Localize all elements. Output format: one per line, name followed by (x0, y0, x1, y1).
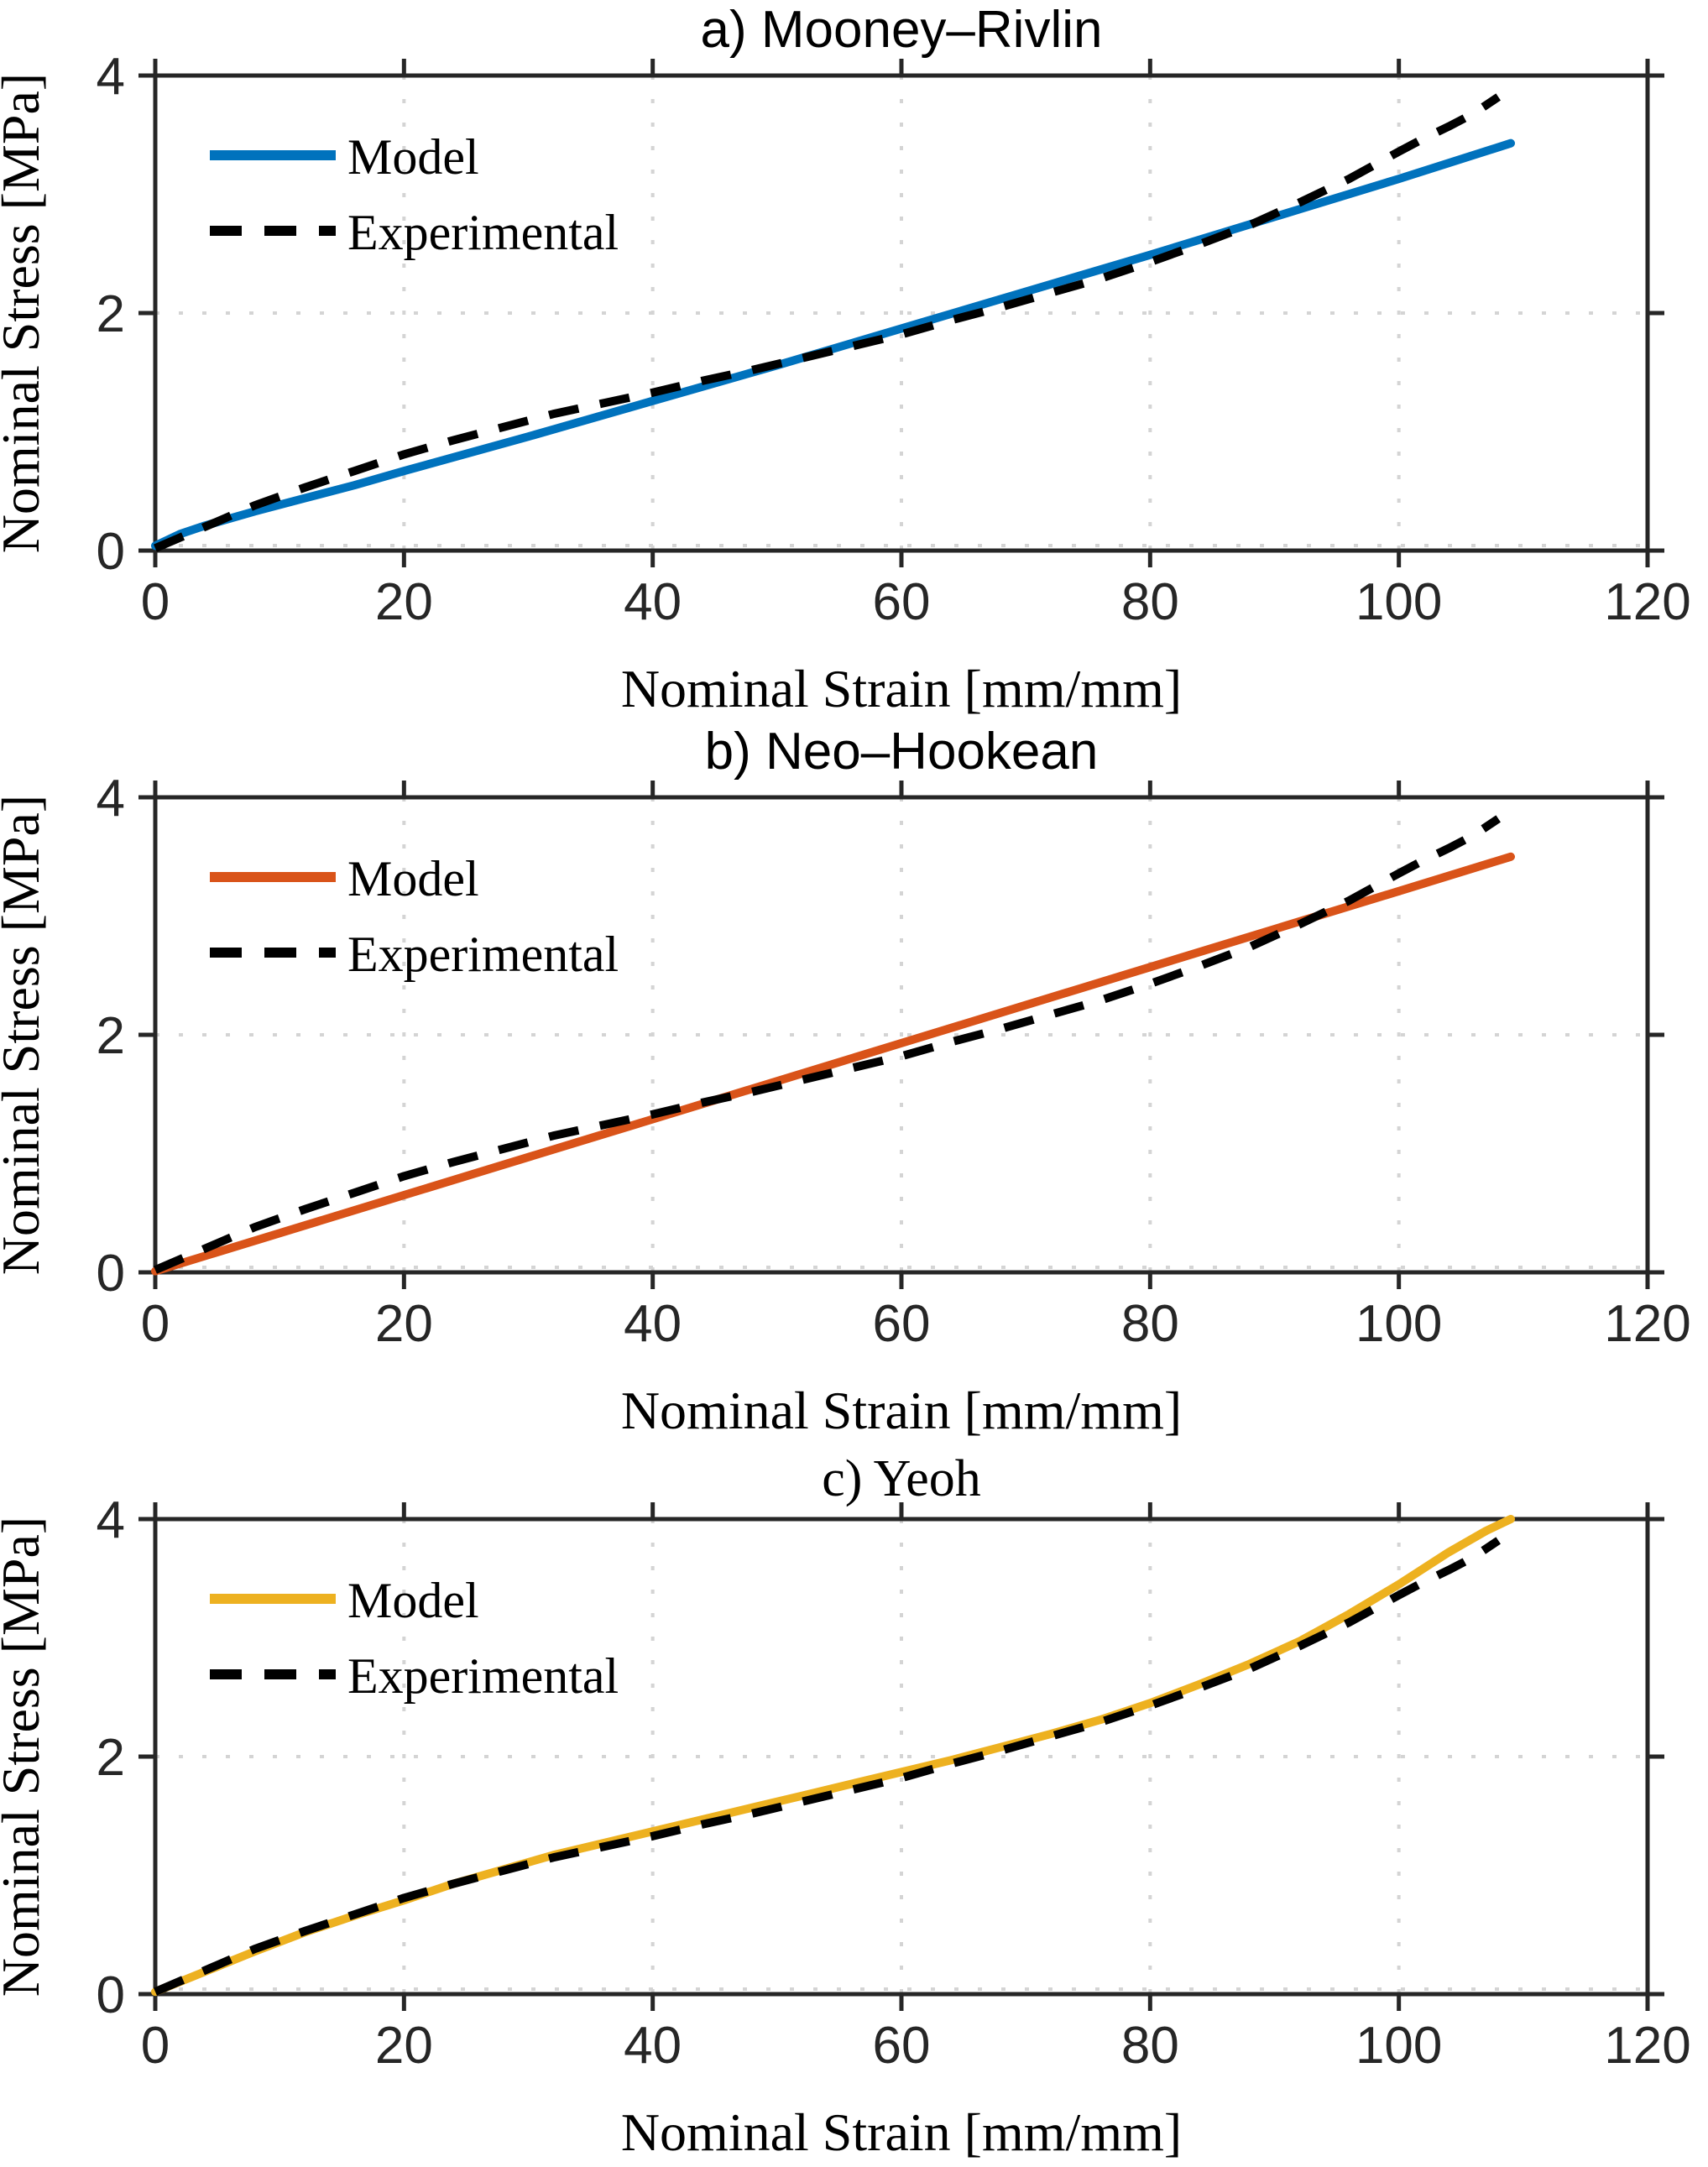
y-tick-label: 0 (97, 523, 125, 581)
model-line (151, 852, 1515, 1276)
x-axis-label: Nominal Strain [mm/mm] (621, 659, 1182, 718)
y-tick-labels: 0 2 4 (97, 1491, 125, 2024)
y-tick-label: 4 (97, 770, 125, 828)
model-line (151, 1515, 1515, 1997)
legend-model-label: Model (347, 129, 479, 185)
y-tick-label: 2 (97, 285, 125, 343)
axis-ticks (138, 781, 1664, 1289)
axis-ticks (138, 1502, 1664, 2011)
y-tick-label: 0 (97, 1966, 125, 2024)
x-tick-label: 60 (873, 573, 931, 631)
panel-title: b) Neo–Hookean (705, 723, 1099, 781)
panel-title: a) Mooney–Rivlin (701, 1, 1103, 59)
legend: Model Experimental (210, 851, 619, 982)
x-axis-label: Nominal Strain [mm/mm] (621, 2102, 1182, 2162)
x-axis-label: Nominal Strain [mm/mm] (621, 1381, 1182, 1440)
x-tick-label: 60 (873, 2017, 931, 2075)
legend-model-label: Model (347, 1573, 479, 1628)
x-tick-label: 80 (1121, 573, 1179, 631)
legend: Model Experimental (210, 1573, 619, 1704)
y-tick-label: 2 (97, 1007, 125, 1065)
x-tick-label: 120 (1604, 2017, 1690, 2075)
x-tick-label: 40 (624, 1295, 682, 1353)
experimental-line (154, 93, 1501, 552)
x-tick-labels: 0 20 40 60 80 100 120 (141, 1295, 1691, 1353)
x-tick-label: 60 (873, 1295, 931, 1353)
x-tick-label: 40 (624, 2017, 682, 2075)
x-tick-label: 0 (141, 1295, 170, 1353)
y-tick-labels: 0 2 4 (97, 48, 125, 581)
model-line (151, 138, 1515, 551)
y-axis-label: Nominal Stress [MPa] (0, 795, 50, 1275)
x-tick-label: 80 (1121, 2017, 1179, 2075)
legend-experimental-label: Experimental (347, 927, 619, 982)
x-tick-label: 20 (375, 573, 433, 631)
legend: Model Experimental (210, 129, 619, 260)
y-tick-label: 4 (97, 48, 125, 106)
x-tick-label: 100 (1355, 2017, 1442, 2075)
experimental-line (154, 1537, 1501, 1996)
grid-lines (155, 797, 1648, 1272)
chart-panel-yeoh: 0 20 40 60 80 100 120 0 2 4 Model Experimental c… (0, 1450, 1691, 2162)
x-tick-label: 20 (375, 1295, 433, 1353)
y-tick-label: 0 (97, 1245, 125, 1303)
y-tick-labels: 0 2 4 (97, 770, 125, 1303)
x-tick-label: 0 (141, 573, 170, 631)
grid-lines (155, 76, 1648, 551)
panel-title: c) Yeoh (822, 1450, 980, 1507)
y-axis-label: Nominal Stress [MPa] (0, 1517, 50, 1997)
x-tick-label: 80 (1121, 1295, 1179, 1353)
x-tick-label: 120 (1604, 573, 1690, 631)
x-tick-label: 20 (375, 2017, 433, 2075)
chart-panel-mooney-rivlin: 0 20 40 60 80 100 120 0 2 4 Model Experimental a… (0, 1, 1691, 718)
x-tick-labels: 0 20 40 60 80 100 120 (141, 573, 1691, 631)
legend-model-label: Model (347, 851, 479, 906)
x-tick-label: 40 (624, 573, 682, 631)
legend-experimental-label: Experimental (347, 1648, 619, 1704)
x-tick-label: 100 (1355, 573, 1442, 631)
axis-ticks (138, 59, 1664, 567)
y-tick-label: 2 (97, 1729, 125, 1787)
x-tick-label: 0 (141, 2017, 170, 2075)
grid-lines (155, 1519, 1648, 1994)
experimental-line (154, 815, 1501, 1274)
x-tick-label: 120 (1604, 1295, 1690, 1353)
chart-panel-neo-hookean: 0 20 40 60 80 100 120 0 2 4 Model Experimental b… (0, 723, 1691, 1440)
x-tick-label: 100 (1355, 1295, 1442, 1353)
y-axis-label: Nominal Stress [MPa] (0, 73, 50, 553)
legend-experimental-label: Experimental (347, 205, 619, 260)
y-tick-label: 4 (97, 1491, 125, 1549)
x-tick-labels: 0 20 40 60 80 100 120 (141, 2017, 1691, 2075)
